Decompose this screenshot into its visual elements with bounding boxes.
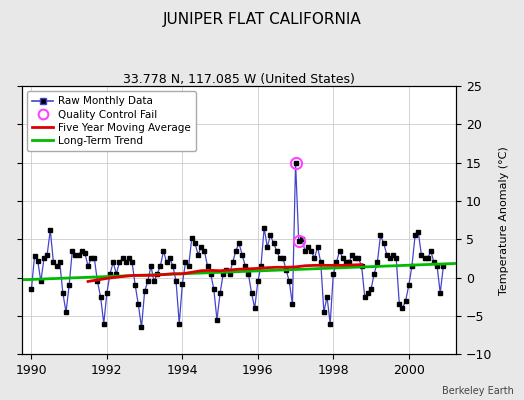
Text: JUNIPER FLAT CALIFORNIA: JUNIPER FLAT CALIFORNIA [162, 12, 362, 27]
Text: Berkeley Earth: Berkeley Earth [442, 386, 514, 396]
Y-axis label: Temperature Anomaly (°C): Temperature Anomaly (°C) [499, 146, 509, 294]
Title: 33.778 N, 117.085 W (United States): 33.778 N, 117.085 W (United States) [123, 73, 355, 86]
Legend: Raw Monthly Data, Quality Control Fail, Five Year Moving Average, Long-Term Tren: Raw Monthly Data, Quality Control Fail, … [27, 91, 196, 151]
